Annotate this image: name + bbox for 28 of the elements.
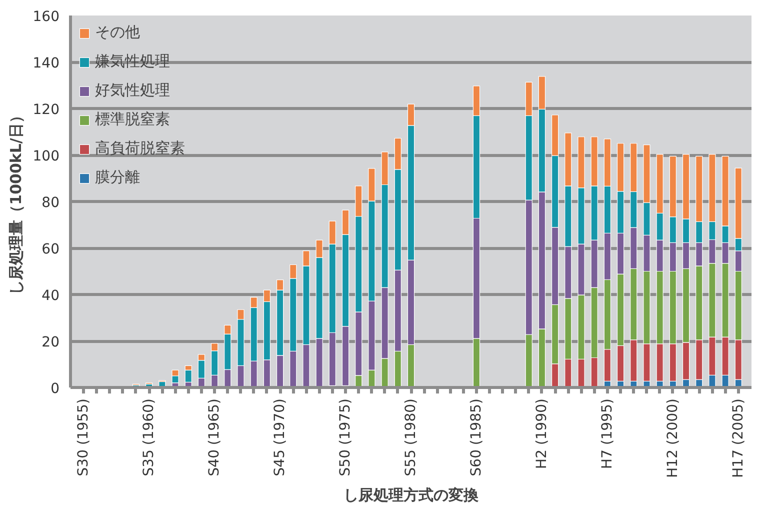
- y-tick-label: 0: [50, 381, 60, 397]
- x-tick-label: H12 (2000): [664, 398, 681, 478]
- y-tick-label: 20: [42, 334, 60, 350]
- legend-label: 高負荷脱窒素: [95, 139, 185, 158]
- x-tick-label: S50 (1975): [338, 398, 354, 476]
- x-tick-label: H17 (2005): [730, 398, 746, 478]
- x-tick-label: S40 (1965): [206, 398, 223, 476]
- y-tick-label: 80: [42, 195, 60, 211]
- x-tick-label: H7 (1995): [599, 398, 616, 469]
- x-tick-label: S45 (1970): [272, 398, 288, 476]
- legend-label: 嫌気性処理: [95, 52, 170, 71]
- x-tick-label: H2 (1990): [534, 398, 550, 469]
- y-tick-label: 160: [32, 9, 60, 25]
- x-tick-label: S35 (1960): [141, 398, 158, 476]
- y-axis-title: し尿処理量（1000kL/日）: [6, 108, 25, 295]
- y-tick-label: 60: [42, 242, 60, 258]
- x-tick-label: S60 (1985): [468, 398, 484, 476]
- legend-label: 膜分離: [95, 168, 140, 187]
- legend-label: 標準脱窒素: [95, 110, 170, 129]
- y-tick-label: 120: [32, 102, 60, 118]
- x-tick-label: S30 (1955): [76, 398, 92, 476]
- legend-label: その他: [95, 23, 140, 42]
- y-tick-label: 100: [32, 148, 60, 164]
- y-tick-label: 140: [32, 56, 60, 72]
- y-tick-label: 40: [42, 288, 60, 304]
- x-tick-label: S55 (1980): [403, 398, 419, 476]
- x-axis-title: し尿処理方式の変換: [344, 486, 480, 504]
- legend-label: 好気性処理: [95, 81, 170, 100]
